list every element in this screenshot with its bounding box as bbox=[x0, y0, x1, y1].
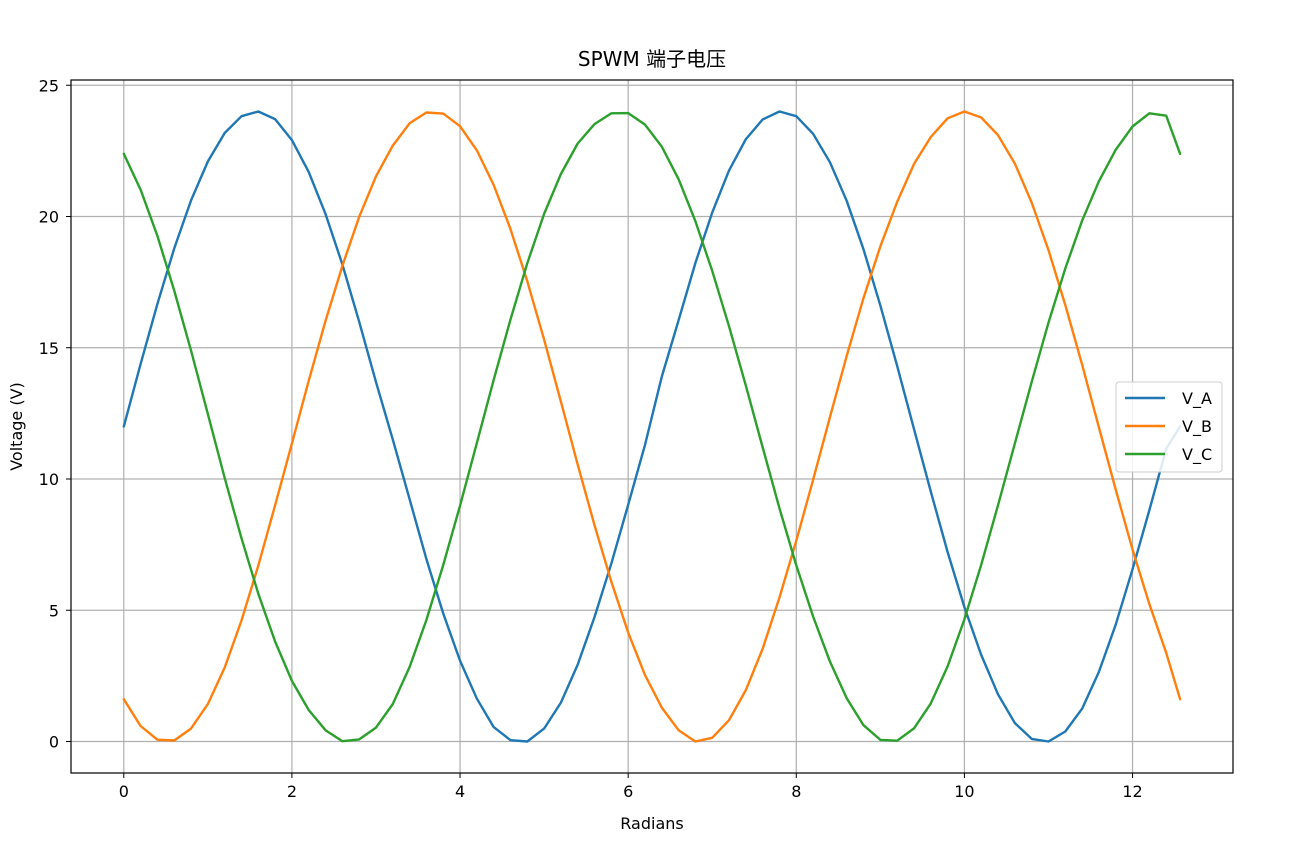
x-tick-label: 12 bbox=[1122, 782, 1142, 801]
legend-label: V_A bbox=[1182, 389, 1212, 409]
x-tick-label: 6 bbox=[623, 782, 633, 801]
y-tick-label: 20 bbox=[39, 208, 59, 227]
legend-label: V_C bbox=[1182, 445, 1212, 465]
series-layer bbox=[122, 110, 1182, 743]
y-tick-label: 25 bbox=[39, 76, 59, 95]
chart-title: SPWM 端子电压 bbox=[578, 47, 726, 71]
x-tick-label: 8 bbox=[791, 782, 801, 801]
x-axis-label: Radians bbox=[620, 814, 683, 833]
series-line-v-b bbox=[122, 110, 1182, 743]
y-tick-label: 15 bbox=[39, 339, 59, 358]
plot-frame bbox=[70, 79, 1234, 774]
y-tick-label: 0 bbox=[49, 733, 59, 752]
series-line-v-a bbox=[122, 110, 1182, 743]
series-line-v-c bbox=[122, 111, 1182, 743]
x-tick-label: 2 bbox=[287, 782, 297, 801]
y-axis-label: Voltage (V) bbox=[7, 382, 26, 471]
legend-box bbox=[1115, 381, 1223, 473]
x-tick-label: 0 bbox=[119, 782, 129, 801]
x-tick-label: 4 bbox=[455, 782, 465, 801]
y-tick-label: 10 bbox=[39, 470, 59, 489]
tick-layer: 0 2 4 6 8 10 12 0 5 10 15 20 25 bbox=[39, 76, 1143, 801]
legend-label: V_B bbox=[1182, 417, 1212, 437]
x-tick-label: 10 bbox=[954, 782, 974, 801]
y-tick-label: 5 bbox=[49, 601, 59, 620]
legend: V_A V_B V_C bbox=[1115, 381, 1223, 473]
